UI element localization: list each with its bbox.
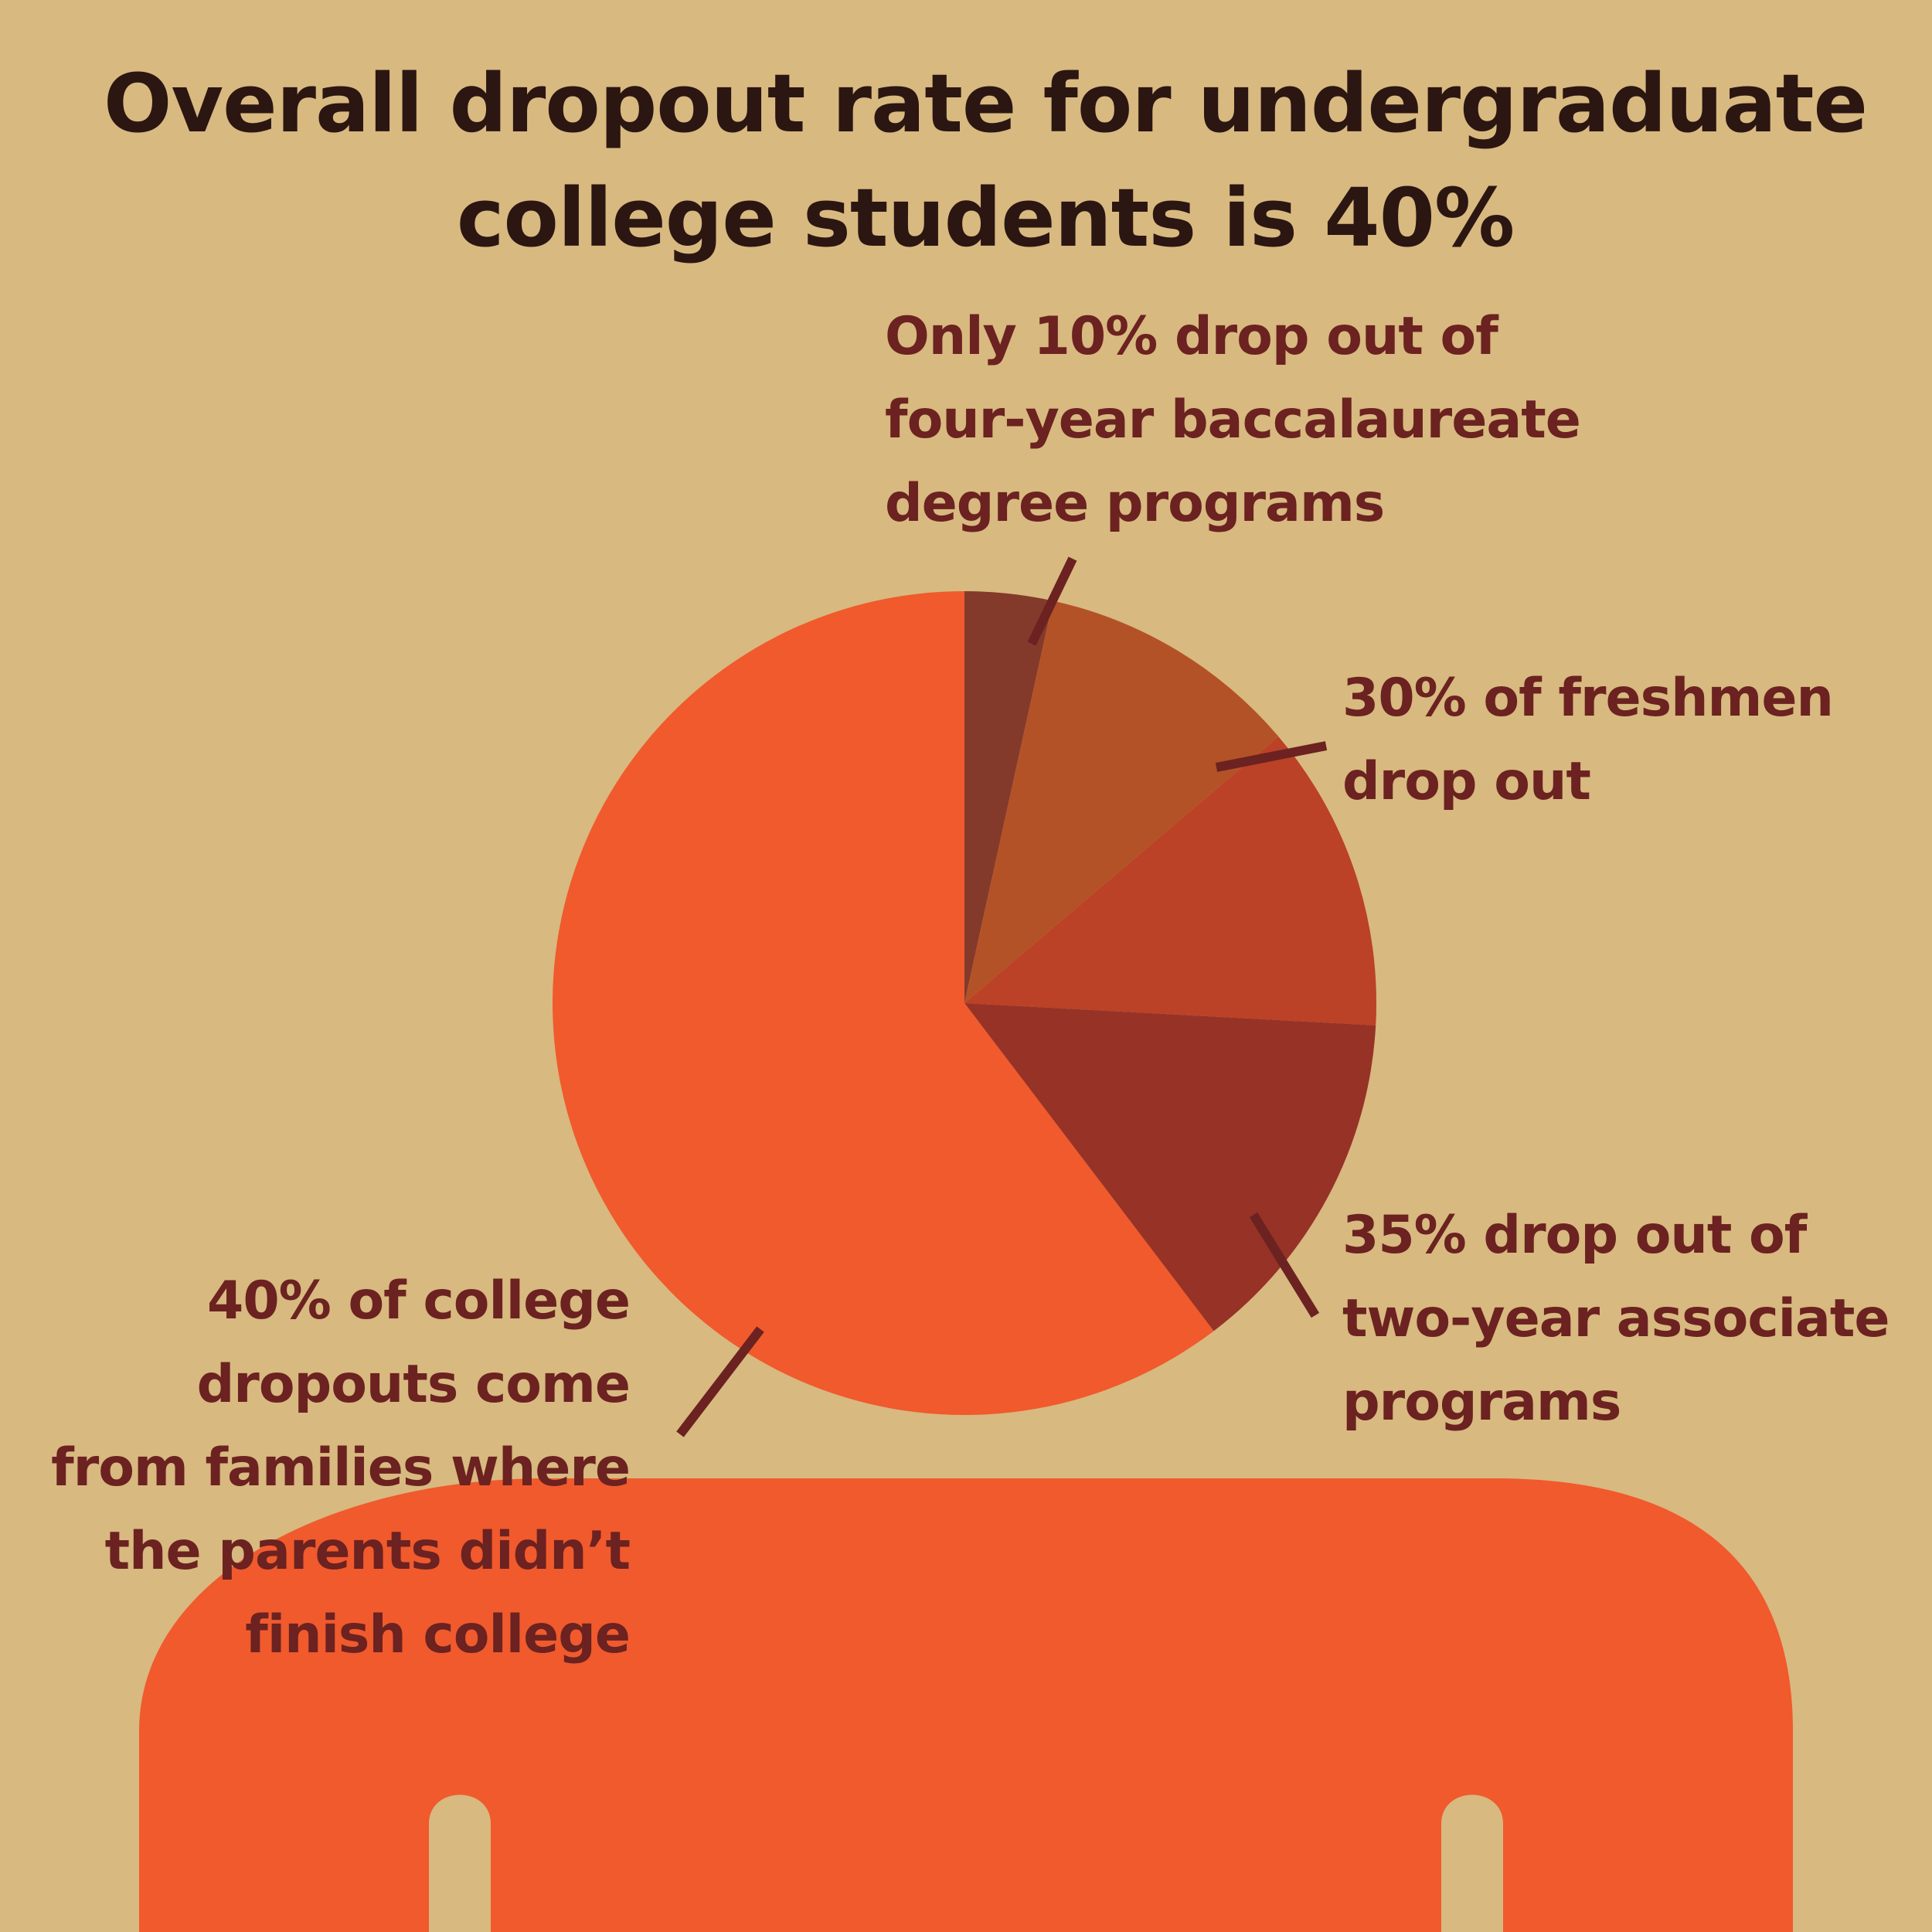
annotation-line: finish college bbox=[245, 1604, 631, 1665]
pie-slice-2 bbox=[964, 600, 1279, 1003]
annotation-line: 30% of freshmen bbox=[1342, 668, 1834, 729]
pie-slice-3 bbox=[964, 736, 1377, 1026]
right-arm-gap bbox=[1441, 1794, 1503, 1932]
leader-lines bbox=[676, 556, 1328, 1437]
annotation-line: two-year associate bbox=[1342, 1288, 1889, 1349]
annotation-line: 40% of college bbox=[207, 1270, 631, 1332]
leader-line-3 bbox=[1249, 1212, 1320, 1318]
annotation-line: drop out bbox=[1342, 751, 1591, 812]
pie-slice-remainder bbox=[553, 591, 1214, 1416]
annotation-line: dropouts come bbox=[196, 1354, 631, 1415]
annotation-line: Only 10% drop out of bbox=[885, 306, 1498, 367]
leader-line-4 bbox=[676, 1326, 764, 1437]
annotation-four-year: Only 10% drop out of four-year baccalaur… bbox=[885, 295, 1581, 546]
chart-title: Overall dropout rate for undergraduate c… bbox=[103, 56, 1868, 265]
leader-line-2 bbox=[1215, 741, 1328, 772]
pie-chart bbox=[553, 591, 1377, 1416]
annotation-line: programs bbox=[1342, 1372, 1621, 1433]
annotation-line: 35% drop out of bbox=[1342, 1205, 1807, 1266]
annotation-two-year: 35% drop out of two-year associate progr… bbox=[1342, 1194, 1889, 1444]
leader-line-1 bbox=[1027, 556, 1077, 646]
annotation-line: degree programs bbox=[885, 473, 1385, 534]
annotation-line: four-year baccalaureate bbox=[885, 389, 1581, 451]
person-body-icon bbox=[139, 1478, 1793, 1932]
left-arm-gap bbox=[429, 1794, 491, 1932]
annotation-line: from families where bbox=[51, 1437, 631, 1498]
annotation-parents: 40% of college dropouts come from famili… bbox=[51, 1260, 631, 1677]
annotation-freshmen: 30% of freshmen drop out bbox=[1342, 657, 1834, 824]
annotation-line: the parents didn’t bbox=[104, 1521, 631, 1582]
pie-slice-1 bbox=[964, 591, 1053, 1003]
